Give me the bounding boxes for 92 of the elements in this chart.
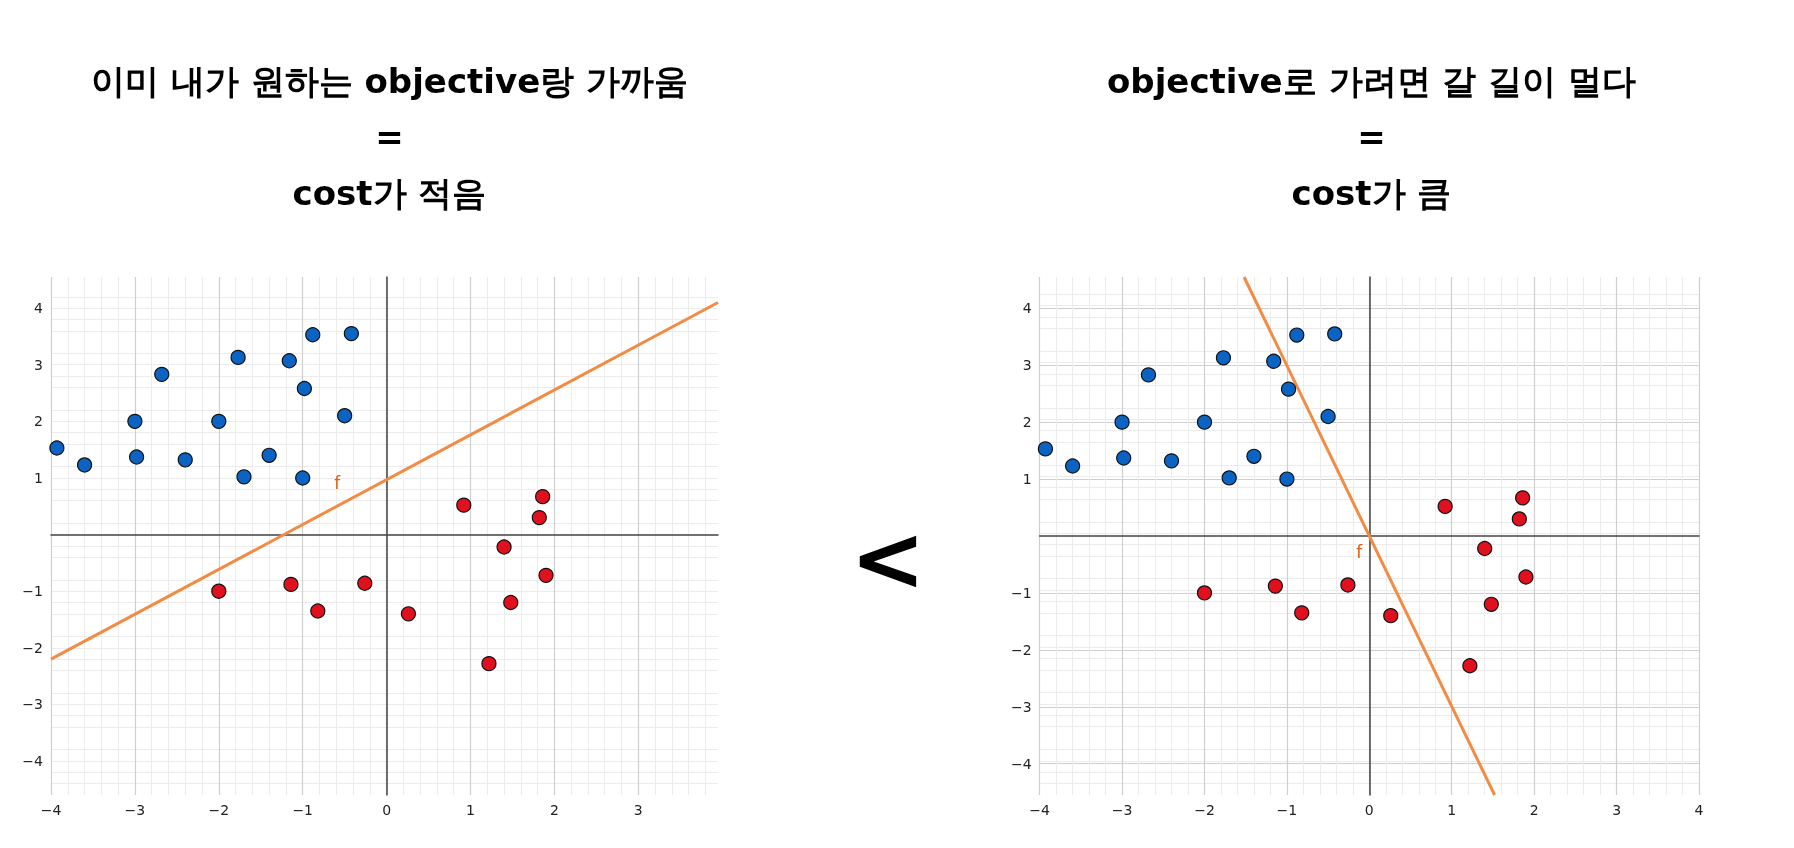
point [236, 469, 252, 485]
x-tick-label: 4 [1694, 802, 1704, 818]
x-tick-label: −1 [1276, 802, 1298, 818]
point [1215, 350, 1232, 366]
point [1037, 441, 1054, 457]
point [310, 603, 326, 619]
point [1340, 577, 1356, 593]
y-tick-label: −4 [1011, 755, 1032, 772]
y-tick-label: 1 [1022, 471, 1032, 488]
point [261, 447, 277, 463]
point [1437, 498, 1453, 514]
point [1511, 511, 1527, 527]
point [127, 413, 143, 429]
x-tick-label: 1 [1447, 802, 1457, 818]
y-tick-label: −3 [1011, 698, 1032, 715]
y-tick-label: −2 [1011, 641, 1032, 658]
x-tick-label: 3 [1612, 802, 1622, 818]
point [456, 497, 472, 513]
point [177, 452, 193, 468]
point [76, 457, 93, 473]
point [1327, 326, 1343, 342]
point [296, 380, 312, 397]
y-tick-label: −4 [22, 753, 44, 770]
x-tick-label: −2 [208, 802, 230, 818]
x-tick-label: 2 [1529, 802, 1539, 818]
y-tick-label: 3 [34, 356, 43, 373]
y-tick-label: −1 [22, 583, 43, 600]
x-tick-label: −3 [1111, 802, 1133, 818]
point [1065, 458, 1081, 474]
series-label: f [334, 472, 342, 493]
y-tick-label: 1 [34, 469, 43, 486]
point [1221, 470, 1237, 486]
y-tick-label: 4 [34, 300, 44, 317]
point [1289, 327, 1305, 343]
point [496, 539, 512, 555]
point [283, 576, 299, 592]
point [357, 575, 373, 591]
point [1518, 569, 1534, 585]
y-tick-label: −1 [1011, 584, 1032, 601]
point [1114, 414, 1130, 430]
point [1246, 448, 1262, 464]
y-tick-label: −2 [22, 639, 43, 656]
point [1196, 414, 1213, 430]
text: < [850, 505, 926, 611]
point [531, 510, 547, 526]
x-tick-label: −1 [292, 802, 314, 818]
y-tick-label: 2 [1022, 414, 1032, 431]
series-label: f [1356, 542, 1364, 562]
point [295, 470, 311, 486]
x-tick-label: 3 [633, 802, 643, 818]
point [400, 606, 417, 622]
point [1267, 578, 1283, 594]
point [211, 413, 227, 429]
point [211, 583, 227, 599]
chart-title: objective로 가려면 갈 길이 멀다 = cost가 큼 [1106, 61, 1637, 213]
point [154, 366, 170, 382]
point [128, 449, 145, 465]
point [1280, 381, 1297, 397]
y-tick-label: 4 [1022, 300, 1032, 317]
point [535, 489, 551, 505]
point [1140, 367, 1157, 383]
point [281, 353, 297, 369]
point [1320, 408, 1336, 425]
point [1196, 585, 1213, 601]
x-tick-label: 0 [1364, 802, 1374, 818]
point [1383, 608, 1399, 624]
point [1163, 453, 1180, 469]
point [1279, 471, 1295, 487]
point [538, 567, 554, 583]
point [1477, 540, 1493, 557]
x-tick-label: 1 [466, 802, 475, 818]
point [305, 327, 321, 343]
x-tick-label: 2 [549, 802, 559, 818]
point [1116, 450, 1132, 466]
point [1266, 353, 1282, 369]
point [337, 408, 353, 424]
point [503, 594, 519, 611]
point [481, 656, 497, 672]
point [1462, 658, 1478, 674]
x-tick-label: 0 [382, 802, 392, 818]
y-tick-label: −3 [22, 696, 43, 713]
x-tick-label: −3 [124, 802, 146, 818]
point [1483, 596, 1499, 612]
point [1515, 490, 1531, 506]
chart-title: 이미 내가 원하는 objective랑 가까움 = cost가 적음 [90, 61, 689, 213]
point [1294, 605, 1310, 621]
y-tick-label: 2 [34, 413, 43, 430]
x-tick-label: −2 [1194, 802, 1215, 818]
point [49, 440, 65, 456]
point [343, 326, 359, 342]
y-tick-label: 3 [1022, 357, 1032, 374]
point [230, 349, 246, 365]
